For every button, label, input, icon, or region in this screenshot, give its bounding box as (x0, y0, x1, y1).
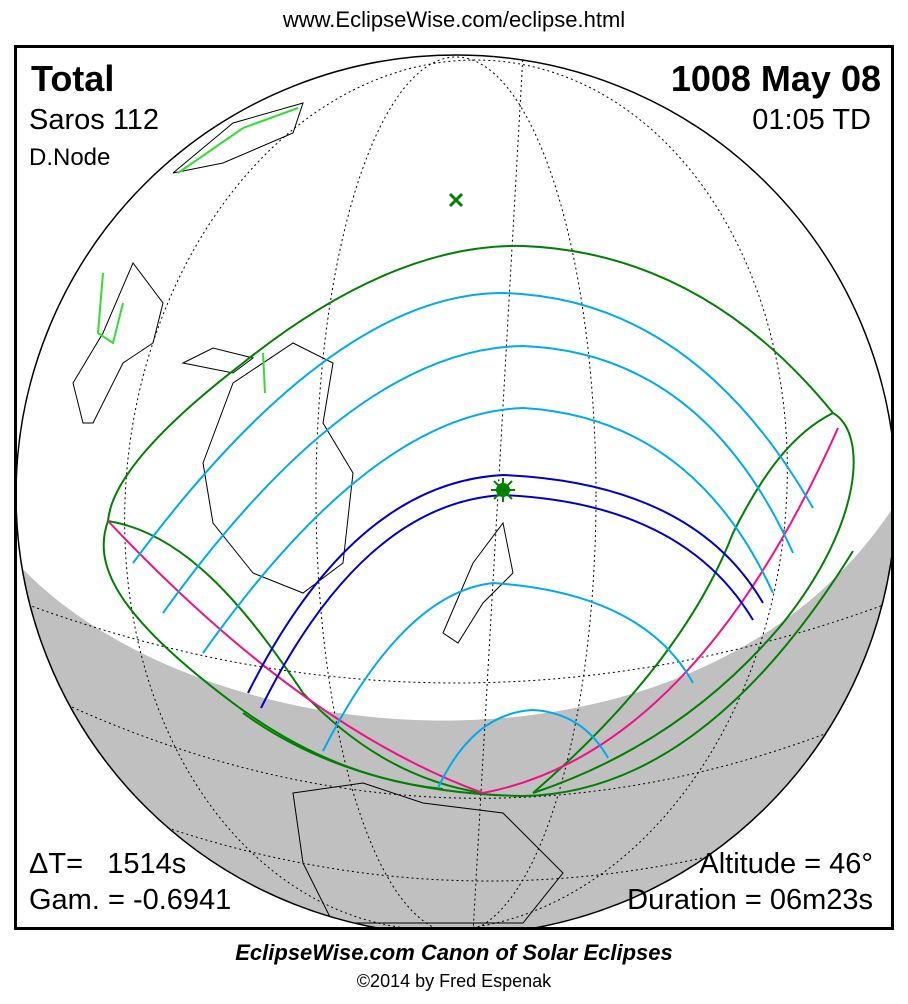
gamma: Gam. = -0.6941 (29, 884, 232, 916)
eclipse-map-frame: Total 1008 May 08 Saros 112 01:05 TD D.N… (14, 45, 894, 930)
eclipse-date: 1008 May 08 (670, 58, 881, 99)
footer-copyright: ©2014 by Fred Espenak (356, 971, 552, 991)
graticule (22, 55, 890, 927)
saros: Saros 112 (29, 104, 160, 136)
star-mark-icon (491, 478, 515, 502)
coastlines (72, 102, 564, 924)
land-highlights (96, 107, 299, 394)
globe-map (17, 54, 891, 927)
site-url: www.EclipseWise.com/eclipse.html (282, 7, 626, 32)
penumbral-limits (102, 244, 855, 798)
globe-outline (17, 54, 891, 927)
x-mark-icon (448, 192, 464, 208)
magnitude-lines (132, 291, 814, 789)
delta-t: ΔT= 1514s (29, 848, 187, 880)
node: D.Node (29, 144, 111, 171)
footer-title: EclipseWise.com Canon of Solar Eclipses (235, 940, 673, 965)
rise-set-curve (107, 427, 839, 795)
day-side (17, 55, 891, 721)
eclipse-time: 01:05 TD (752, 104, 871, 136)
duration: Duration = 06m23s (627, 884, 873, 916)
eclipse-type: Total (31, 58, 115, 99)
altitude: Altitude = 46° (699, 848, 873, 880)
